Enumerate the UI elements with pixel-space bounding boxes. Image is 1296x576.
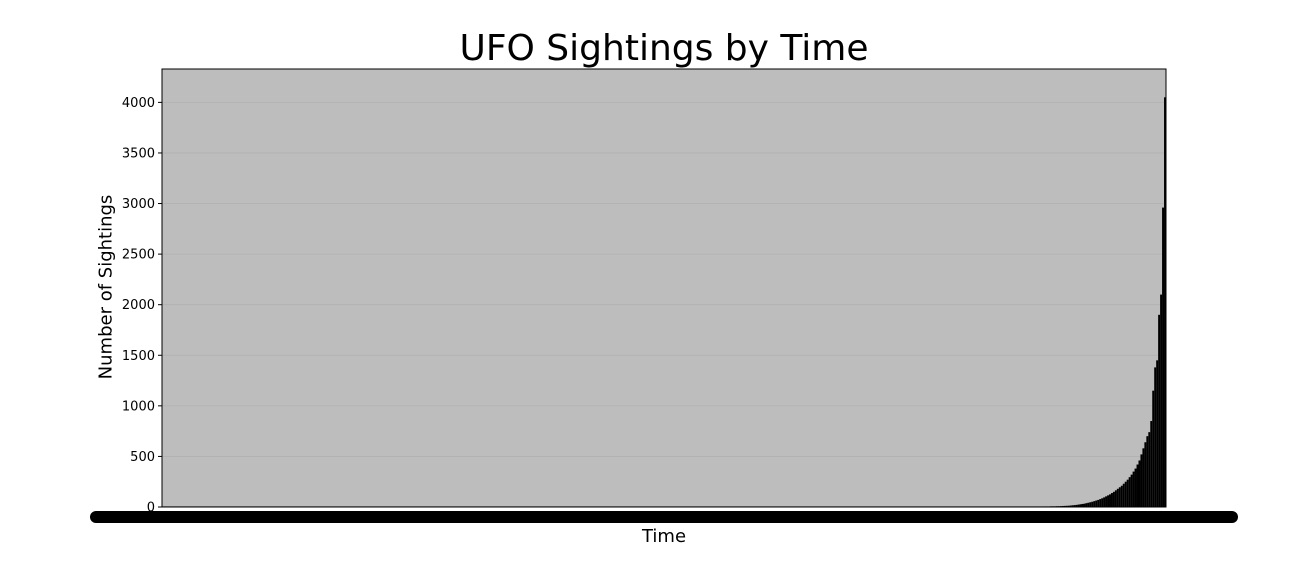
bar: [1164, 97, 1166, 507]
bar: [1160, 294, 1163, 507]
bar: [1075, 504, 1078, 507]
bar: [1116, 488, 1119, 507]
bar: [1103, 497, 1106, 507]
chart-title: UFO Sightings by Time: [459, 28, 869, 69]
y-tick-label: 500: [130, 450, 155, 465]
bar: [1128, 477, 1131, 507]
bar: [1158, 314, 1161, 507]
bar: [1162, 207, 1165, 508]
bar: [1077, 504, 1080, 507]
plot-area: [162, 69, 1166, 507]
bar: [1148, 432, 1151, 507]
y-tick-label: 2000: [122, 298, 155, 313]
bar: [1152, 390, 1155, 507]
bar: [1107, 495, 1110, 507]
bar: [1142, 448, 1145, 507]
bar: [1101, 498, 1104, 507]
bar: [1130, 474, 1133, 507]
bar: [1073, 505, 1076, 507]
bar: [1089, 502, 1092, 507]
bar: [1095, 500, 1098, 507]
bar: [1140, 454, 1143, 507]
y-tick-label: 4000: [122, 96, 155, 111]
bar: [1126, 479, 1129, 507]
y-tick-label: 1500: [122, 349, 155, 364]
y-tick-label: 3000: [122, 197, 155, 212]
bar: [1093, 501, 1096, 507]
bar: [1091, 501, 1094, 507]
bar: [1114, 490, 1117, 507]
x-tick-labels-band: [90, 511, 1238, 523]
y-tick-label: 2500: [122, 248, 155, 263]
bar: [1110, 493, 1113, 507]
bar: [1079, 504, 1082, 507]
bar: [1061, 505, 1064, 507]
bar: [1118, 487, 1121, 507]
bar: [1105, 496, 1108, 507]
y-tick-label: 0: [147, 501, 155, 516]
bar: [1134, 468, 1137, 507]
bar: [1083, 503, 1086, 507]
bar: [1120, 485, 1123, 507]
bar: [1067, 505, 1070, 507]
bar: [1132, 471, 1135, 507]
bar: [1097, 499, 1100, 507]
x-axis-label: Time: [641, 526, 687, 547]
bar: [1099, 499, 1102, 507]
bar: [1081, 503, 1084, 507]
bar: [1150, 421, 1153, 507]
bar: [1112, 491, 1115, 507]
bar: [1136, 464, 1139, 507]
bar: [1122, 483, 1125, 507]
bar: [1085, 503, 1088, 507]
bar: [1109, 494, 1111, 507]
bar: [1071, 505, 1074, 507]
bar: [1156, 360, 1159, 507]
bar: [1146, 436, 1149, 507]
y-tick-label: 1000: [122, 399, 155, 414]
bar: [1069, 505, 1072, 507]
bar: [1138, 460, 1141, 507]
y-tick-label: 3500: [122, 146, 155, 161]
bar: [1124, 481, 1127, 507]
plot-frame: [161, 68, 1167, 508]
bar: [1065, 505, 1068, 507]
bar: [1144, 442, 1147, 507]
bar: [1063, 505, 1066, 507]
bar: [1154, 367, 1157, 507]
bar: [1087, 502, 1090, 507]
